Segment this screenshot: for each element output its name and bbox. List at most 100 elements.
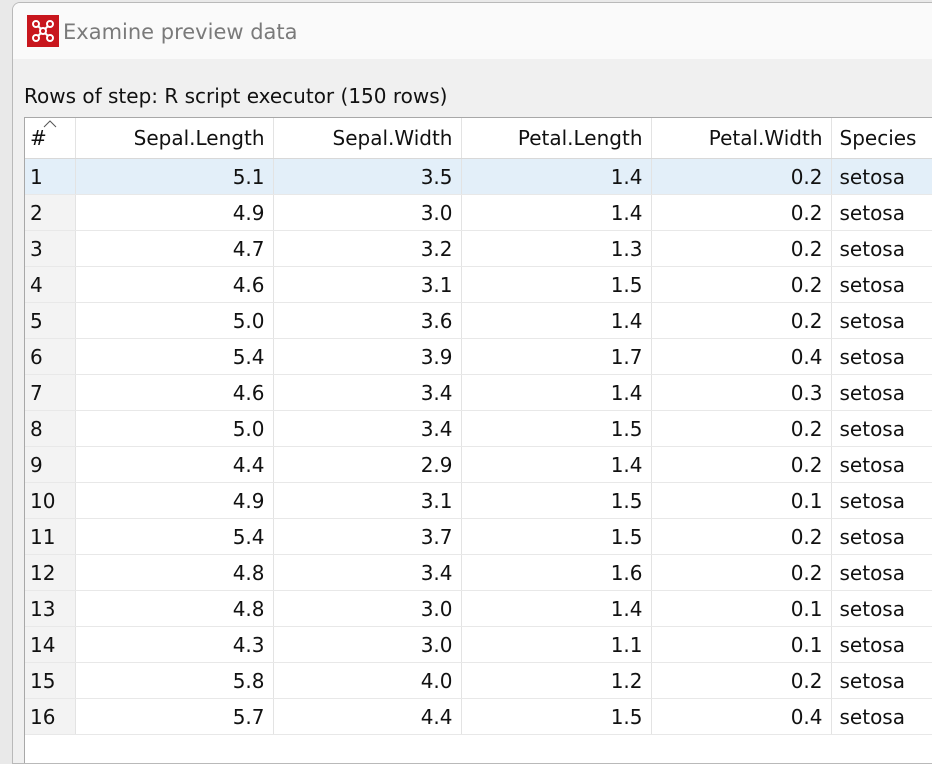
row-number: 9 bbox=[25, 446, 76, 483]
table-cell: setosa bbox=[831, 230, 932, 267]
header-row: # Sepal.Length Sepal.Width Petal.Length Peta… bbox=[25, 118, 932, 159]
row-number: 5 bbox=[25, 302, 76, 339]
table-row[interactable]: 1 5.1 3.5 1.4 0.2 setosa bbox=[25, 158, 932, 195]
column-header[interactable]: Sepal.Width bbox=[273, 118, 462, 159]
table-cell: 5.7 bbox=[75, 698, 274, 735]
table-cell: 1.4 bbox=[461, 302, 652, 339]
row-number: 15 bbox=[25, 662, 76, 699]
table-cell: 0.3 bbox=[651, 374, 832, 411]
table-cell: setosa bbox=[831, 158, 932, 195]
table-cell: 4.6 bbox=[75, 266, 274, 303]
table-cell: 5.8 bbox=[75, 662, 274, 699]
table-cell: 1.5 bbox=[461, 266, 652, 303]
table-cell: setosa bbox=[831, 518, 932, 555]
table-cell: 4.7 bbox=[75, 230, 274, 267]
table-cell: 5.1 bbox=[75, 158, 274, 195]
row-number: 8 bbox=[25, 410, 76, 447]
table-row[interactable]: 12 4.8 3.4 1.6 0.2 setosa bbox=[25, 554, 932, 591]
table-cell: 1.5 bbox=[461, 482, 652, 519]
table-cell: 4.8 bbox=[75, 590, 274, 627]
table-row[interactable]: 16 5.7 4.4 1.5 0.4 setosa bbox=[25, 698, 932, 735]
table-cell: 3.0 bbox=[273, 626, 462, 663]
table-cell: setosa bbox=[831, 590, 932, 627]
table-cell: 1.4 bbox=[461, 590, 652, 627]
table-row[interactable]: 6 5.4 3.9 1.7 0.4 setosa bbox=[25, 338, 932, 375]
table-cell: 5.0 bbox=[75, 410, 274, 447]
table-cell: 3.1 bbox=[273, 266, 462, 303]
table-cell: 4.4 bbox=[273, 698, 462, 735]
row-number: 10 bbox=[25, 482, 76, 519]
table-cell: 0.2 bbox=[651, 446, 832, 483]
table-cell: 0.2 bbox=[651, 518, 832, 555]
table-cell: 1.7 bbox=[461, 338, 652, 375]
table-row[interactable]: 11 5.4 3.7 1.5 0.2 setosa bbox=[25, 518, 932, 555]
table-cell: 1.5 bbox=[461, 518, 652, 555]
table-cell: 0.2 bbox=[651, 194, 832, 231]
table-cell: 3.4 bbox=[273, 374, 462, 411]
table-cell: 5.0 bbox=[75, 302, 274, 339]
table-cell: 4.8 bbox=[75, 554, 274, 591]
page: {"window": {"title": "Examine preview da… bbox=[12, 2, 932, 764]
row-number: 6 bbox=[25, 338, 76, 375]
table-cell: 4.3 bbox=[75, 626, 274, 663]
table-row[interactable]: 2 4.9 3.0 1.4 0.2 setosa bbox=[25, 194, 932, 231]
table-cell: 1.2 bbox=[461, 662, 652, 699]
title-bar: Examine preview data bbox=[13, 3, 932, 59]
table-cell: setosa bbox=[831, 698, 932, 735]
table-cell: setosa bbox=[831, 554, 932, 591]
table-row[interactable]: 3 4.7 3.2 1.3 0.2 setosa bbox=[25, 230, 932, 267]
table-cell: 3.9 bbox=[273, 338, 462, 375]
table-cell: 3.5 bbox=[273, 158, 462, 195]
table-row[interactable]: 13 4.8 3.0 1.4 0.1 setosa bbox=[25, 590, 932, 627]
table-row[interactable]: 4 4.6 3.1 1.5 0.2 setosa bbox=[25, 266, 932, 303]
table-cell: setosa bbox=[831, 302, 932, 339]
table-row[interactable]: 9 4.4 2.9 1.4 0.2 setosa bbox=[25, 446, 932, 483]
table-cell: setosa bbox=[831, 374, 932, 411]
row-number: 13 bbox=[25, 590, 76, 627]
table-cell: 3.4 bbox=[273, 410, 462, 447]
table-cell: 3.2 bbox=[273, 230, 462, 267]
column-header[interactable]: Species bbox=[831, 118, 932, 159]
table-row[interactable]: 8 5.0 3.4 1.5 0.2 setosa bbox=[25, 410, 932, 447]
table-cell: setosa bbox=[831, 194, 932, 231]
sort-indicator bbox=[43, 120, 57, 128]
table-cell: setosa bbox=[831, 266, 932, 303]
table-cell: 1.3 bbox=[461, 230, 652, 267]
app-icon bbox=[27, 15, 59, 47]
table-cell: 0.4 bbox=[651, 698, 832, 735]
row-number: 1 bbox=[25, 158, 76, 195]
table-cell: 1.5 bbox=[461, 410, 652, 447]
table-cell: 4.9 bbox=[75, 194, 274, 231]
table-cell: 0.2 bbox=[651, 554, 832, 591]
row-number: 11 bbox=[25, 518, 76, 555]
table-cell: 1.1 bbox=[461, 626, 652, 663]
table-cell: 0.2 bbox=[651, 266, 832, 303]
table-cell: 0.1 bbox=[651, 590, 832, 627]
table-row[interactable]: 14 4.3 3.0 1.1 0.1 setosa bbox=[25, 626, 932, 663]
table-row[interactable]: 5 5.0 3.6 1.4 0.2 setosa bbox=[25, 302, 932, 339]
row-number: 7 bbox=[25, 374, 76, 411]
table-cell: 1.5 bbox=[461, 698, 652, 735]
table-cell: 4.9 bbox=[75, 482, 274, 519]
row-number: 3 bbox=[25, 230, 76, 267]
table-cell: 0.1 bbox=[651, 626, 832, 663]
table-row[interactable]: 7 4.6 3.4 1.4 0.3 setosa bbox=[25, 374, 932, 411]
table-cell: 0.2 bbox=[651, 410, 832, 447]
column-header[interactable]: Petal.Length bbox=[461, 118, 652, 159]
column-header[interactable]: Sepal.Length bbox=[75, 118, 274, 159]
table-cell: setosa bbox=[831, 482, 932, 519]
screen: Examine preview data Rows of step: R scr… bbox=[12, 2, 932, 764]
table-row[interactable]: 10 4.9 3.1 1.5 0.1 setosa bbox=[25, 482, 932, 519]
column-header[interactable]: Petal.Width bbox=[651, 118, 832, 159]
table-cell: 0.2 bbox=[651, 158, 832, 195]
table-cell: 4.0 bbox=[273, 662, 462, 699]
table-cell: setosa bbox=[831, 446, 932, 483]
row-number: 2 bbox=[25, 194, 76, 231]
column-header[interactable]: # bbox=[25, 118, 76, 159]
table-row[interactable]: 15 5.8 4.0 1.2 0.2 setosa bbox=[25, 662, 932, 699]
table-cell: 3.1 bbox=[273, 482, 462, 519]
table-cell: 0.2 bbox=[651, 230, 832, 267]
table-cell: 3.4 bbox=[273, 554, 462, 591]
row-number: 16 bbox=[25, 698, 76, 735]
window-title: Examine preview data bbox=[63, 20, 298, 44]
